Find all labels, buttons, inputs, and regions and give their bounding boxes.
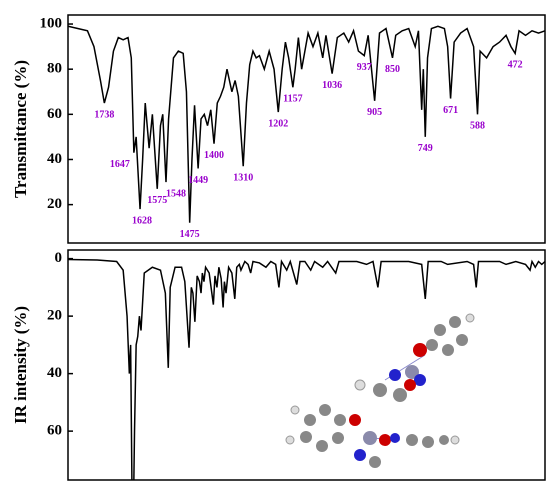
plot-frame <box>67 249 546 481</box>
y-tick-label: 60 <box>47 106 62 122</box>
peak-label: 1157 <box>283 94 302 105</box>
y-tick-label: 80 <box>47 61 62 77</box>
y-tick-label: 0 <box>55 250 63 266</box>
y-axis-label: IR intensity (%) <box>11 306 30 424</box>
spectrum-line <box>68 258 545 480</box>
peak-label: 1628 <box>132 215 152 226</box>
spectrum-line <box>68 25 545 223</box>
peak-label: 472 <box>508 60 523 71</box>
plot-frame <box>67 14 546 244</box>
peak-label: 671 <box>443 105 458 116</box>
y-tick-label: 100 <box>40 15 63 31</box>
peak-label: 1548 <box>166 188 186 199</box>
peak-label: 1575 <box>147 195 167 206</box>
peak-label: 1202 <box>268 118 288 129</box>
y-tick-label: 20 <box>47 308 62 324</box>
peak-label: 905 <box>367 107 382 118</box>
molecule-inset <box>285 313 475 468</box>
peak-label: 850 <box>385 64 400 75</box>
y-tick-label: 20 <box>47 196 62 212</box>
peak-label: 1738 <box>94 109 114 120</box>
y-tick-label: 40 <box>47 365 62 381</box>
peak-label: 1449 <box>188 175 208 186</box>
peak-label: 1036 <box>322 80 342 91</box>
y-tick-label: 40 <box>47 151 62 167</box>
peak-label: 1647 <box>110 159 130 170</box>
y-tick-label: 60 <box>47 423 62 439</box>
peak-label: 749 <box>418 143 433 154</box>
peak-label: 1310 <box>233 173 253 184</box>
peak-label: 1475 <box>180 229 200 240</box>
peak-label: 937 <box>357 62 372 73</box>
peak-label: 588 <box>470 121 485 132</box>
peak-label: 1400 <box>204 150 224 161</box>
y-axis-label: Transmittance (%) <box>11 60 30 198</box>
